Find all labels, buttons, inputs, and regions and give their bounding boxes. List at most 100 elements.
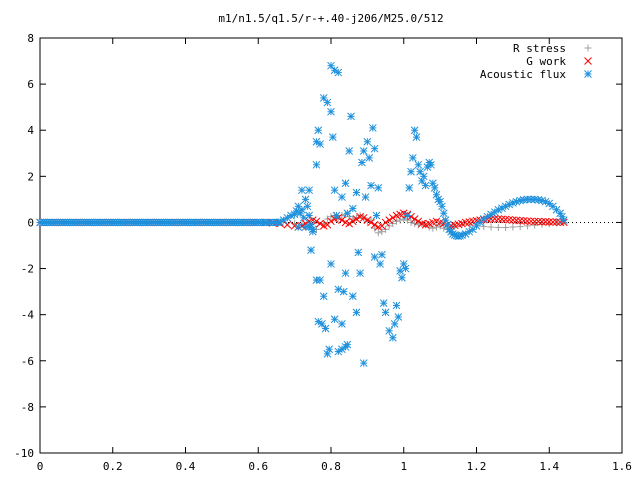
marker-stroke xyxy=(399,260,408,268)
data-point xyxy=(545,218,554,226)
marker-stroke xyxy=(378,250,386,259)
marker-stroke xyxy=(549,202,557,211)
data-point xyxy=(531,221,539,229)
x-tick-label: 0.6 xyxy=(248,460,268,473)
marker-stroke xyxy=(538,217,546,226)
data-point xyxy=(332,211,341,220)
data-point xyxy=(385,326,394,335)
marker-stroke xyxy=(385,216,394,224)
marker-stroke xyxy=(356,269,364,278)
marker-stroke xyxy=(298,205,306,214)
marker-stroke xyxy=(343,340,352,349)
marker-stroke xyxy=(327,61,335,70)
marker-stroke xyxy=(319,292,328,301)
x-tick-label: 1.6 xyxy=(612,460,632,473)
y-tick-label: 8 xyxy=(27,32,34,45)
data-point xyxy=(502,224,510,232)
data-point xyxy=(345,147,354,155)
data-point xyxy=(458,221,466,229)
data-point xyxy=(318,320,326,328)
x-tick-label: 0.4 xyxy=(176,460,196,473)
data-point xyxy=(359,213,368,222)
marker-stroke xyxy=(321,324,330,333)
marker-stroke xyxy=(438,202,446,211)
plot-frame xyxy=(39,37,623,454)
marker-stroke xyxy=(343,209,352,218)
data-point xyxy=(407,218,415,226)
data-point xyxy=(330,315,339,324)
data-point xyxy=(494,215,503,223)
data-point xyxy=(327,260,335,268)
marker-stroke xyxy=(283,220,292,229)
marker-stroke xyxy=(323,350,332,358)
data-point xyxy=(374,184,383,192)
marker-stroke xyxy=(330,315,339,324)
marker-stroke xyxy=(374,184,383,192)
marker-stroke xyxy=(328,133,337,141)
y-tick-label: -6 xyxy=(21,355,34,368)
data-point xyxy=(323,215,331,223)
data-point xyxy=(559,216,568,224)
data-point xyxy=(385,222,393,230)
marker-stroke xyxy=(541,217,550,226)
data-point xyxy=(327,107,335,116)
marker-stroke xyxy=(305,186,314,195)
data-point xyxy=(352,308,361,317)
data-point xyxy=(516,216,525,225)
marker-stroke xyxy=(399,209,408,218)
data-point xyxy=(356,212,364,220)
data-point xyxy=(363,216,372,224)
data-point xyxy=(427,160,435,169)
data-point xyxy=(408,154,417,162)
data-point xyxy=(423,163,432,171)
marker-stroke xyxy=(403,211,412,220)
data-point xyxy=(298,186,306,195)
data-point xyxy=(348,217,357,226)
marker-stroke xyxy=(505,215,514,224)
data-point xyxy=(438,202,446,211)
x-tick-label: 1.2 xyxy=(467,460,487,473)
legend-label: G work xyxy=(526,55,566,68)
marker-stroke xyxy=(325,345,334,354)
marker-stroke xyxy=(319,94,328,102)
data-point xyxy=(465,221,473,229)
data-point xyxy=(494,224,502,232)
marker-stroke xyxy=(338,193,346,201)
data-point xyxy=(523,222,531,230)
marker-stroke xyxy=(305,223,314,231)
data-point xyxy=(416,167,424,176)
data-point xyxy=(305,223,314,231)
legend-label: Acoustic flux xyxy=(480,68,566,81)
marker-stroke xyxy=(432,217,441,226)
data-point xyxy=(382,225,390,233)
marker-stroke xyxy=(379,299,388,307)
marker-stroke xyxy=(414,160,423,169)
data-point xyxy=(385,216,394,224)
data-point xyxy=(541,217,550,226)
data-point xyxy=(407,167,415,176)
marker-stroke xyxy=(559,216,568,224)
data-point xyxy=(392,217,400,225)
data-point xyxy=(401,264,410,273)
marker-stroke xyxy=(530,217,539,226)
marker-stroke xyxy=(381,218,390,227)
marker-stroke xyxy=(318,320,326,328)
data-point xyxy=(359,359,368,367)
data-point xyxy=(365,154,374,162)
marker-stroke xyxy=(361,193,370,201)
data-point xyxy=(538,217,546,226)
data-point xyxy=(398,273,406,282)
data-point xyxy=(368,124,377,132)
series-acoustic-flux xyxy=(36,61,568,367)
data-point xyxy=(505,215,514,224)
data-point xyxy=(436,222,444,230)
data-point xyxy=(519,216,528,225)
y-axis: 8 6 4 2 0 -2 -4 -6 -8 -10 xyxy=(14,32,622,460)
data-point xyxy=(370,220,379,229)
marker-stroke xyxy=(341,218,350,227)
marker-stroke xyxy=(347,112,355,121)
marker-stroke xyxy=(414,217,423,226)
data-point xyxy=(414,160,423,169)
data-point xyxy=(534,217,543,226)
marker-stroke xyxy=(367,181,375,190)
